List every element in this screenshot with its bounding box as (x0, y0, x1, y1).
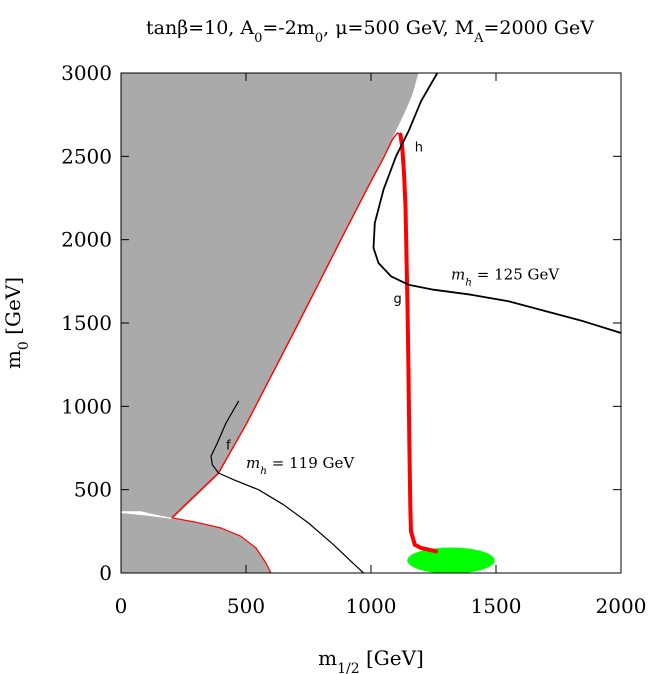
series-line-4 (210, 400, 240, 474)
chart-title: tanβ=10, A0=-2m0, μ=500 GeV, MA=2000 GeV (146, 17, 594, 46)
x-tick-label: 1000 (346, 594, 397, 618)
series-line-1 (398, 132, 438, 554)
y-tick-label: 500 (74, 478, 112, 502)
y-tick-label: 2000 (61, 228, 112, 252)
y-tick-label: 0 (99, 561, 112, 585)
y-tick-label: 1500 (61, 311, 112, 335)
y-tick-label: 2500 (61, 144, 112, 168)
annotations-layer: h g f mh = 119 GeV mh = 125 GeV (226, 140, 560, 477)
annotation-label: h (415, 140, 423, 155)
series-line-5 (217, 472, 365, 573)
series-line-0 (171, 132, 402, 518)
series-line-3 (372, 73, 621, 334)
y-tick-label: 1000 (61, 394, 112, 418)
ticks-layer: 0 500 1000 1500 2000 0 500 1000 1500 2000 2500 3000 (61, 61, 646, 618)
x-tick-label: 0 (115, 594, 128, 618)
x-tick-label: 1500 (471, 594, 522, 618)
annotation-label: mh = 119 GeV (246, 454, 355, 477)
series-layer (171, 73, 621, 573)
series-line-2 (171, 517, 272, 573)
region-excluded-gray (121, 73, 419, 573)
annotation-label: mh = 125 GeV (451, 266, 560, 289)
annotation-label: g (394, 292, 402, 307)
region-green-region (407, 547, 495, 573)
region-excluded-gray-lower (121, 513, 271, 573)
x-tick-label: 500 (227, 594, 265, 618)
regions-layer (121, 73, 495, 573)
x-tick-label: 2000 (596, 594, 647, 618)
annotation-label: f (226, 439, 231, 454)
y-axis-label: m0 [GeV] (1, 277, 32, 369)
x-axis-label: m1/2 [GeV] (318, 646, 424, 674)
y-tick-label: 3000 (61, 61, 112, 85)
